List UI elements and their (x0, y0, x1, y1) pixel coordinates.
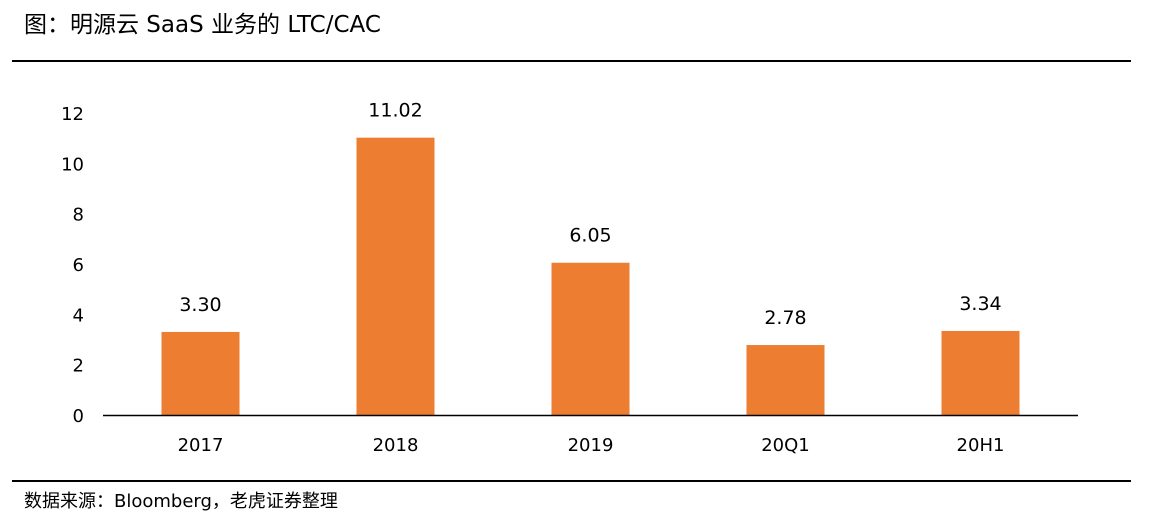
x-label-20H1: 20H1 (957, 435, 1005, 456)
data-label-2019: 6.05 (569, 225, 611, 247)
data-label-2018: 11.02 (368, 100, 422, 122)
data-label-20Q1: 2.78 (764, 307, 806, 329)
figure-title: 图：明源云 SaaS 业务的 LTC/CAC (24, 12, 381, 38)
bar-2018 (356, 137, 435, 415)
data-label-2017: 3.30 (179, 294, 221, 316)
data-label-group: 3.30 11.02 6.05 2.78 3.34 (179, 100, 1001, 329)
data-label-20H1: 3.34 (959, 293, 1001, 315)
bottom-rule (12, 480, 1131, 482)
top-rule (12, 60, 1131, 62)
bar-group (161, 137, 1020, 415)
x-label-20Q1: 20Q1 (761, 435, 810, 456)
y-tick-label: 2 (73, 356, 84, 377)
source-note: 数据来源：Bloomberg，老虎证券整理 (24, 491, 338, 512)
x-axis-labels: 2017 2018 2019 20Q1 20H1 (178, 435, 1005, 456)
y-tick-label: 4 (73, 305, 84, 326)
bar-2017 (161, 331, 240, 415)
bar-20Q1 (746, 345, 825, 415)
x-label-2019: 2019 (568, 435, 614, 456)
y-tick-label: 0 (73, 406, 84, 427)
x-label-2017: 2017 (178, 435, 224, 456)
bar-20H1 (941, 330, 1020, 415)
y-axis: 0 2 4 6 8 10 12 (61, 104, 84, 427)
y-tick-label: 12 (61, 104, 84, 125)
y-tick-label: 10 (61, 154, 84, 175)
bar-2019 (551, 262, 630, 415)
y-tick-label: 8 (73, 205, 84, 226)
y-tick-label: 6 (73, 255, 84, 276)
x-label-2018: 2018 (373, 435, 419, 456)
